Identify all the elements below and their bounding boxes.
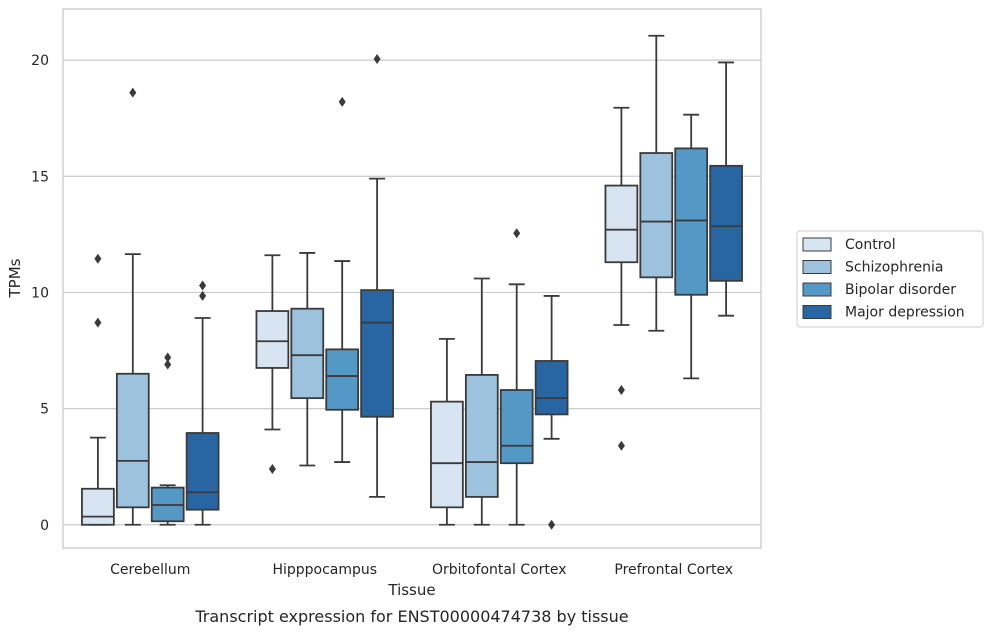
box-body bbox=[115, 372, 150, 509]
outlier-point bbox=[94, 253, 102, 264]
outlier-point bbox=[548, 519, 556, 530]
outlier-point bbox=[199, 290, 207, 301]
box-body bbox=[709, 164, 743, 282]
box-body bbox=[534, 360, 569, 416]
plot-frame bbox=[62, 8, 762, 549]
box-control bbox=[81, 253, 115, 526]
legend-swatch bbox=[802, 237, 832, 252]
x-tick-label: Prefrontal Cortex bbox=[614, 562, 733, 578]
box-body bbox=[255, 310, 290, 369]
outlier-point bbox=[373, 53, 381, 64]
legend-swatch bbox=[802, 260, 832, 274]
x-axis-ticks: Cerebellum Hipppocampus Orbitofontal Corte… bbox=[110, 562, 733, 578]
y-tick-label: 0 bbox=[40, 518, 49, 534]
outlier-point bbox=[617, 440, 625, 451]
gridlines bbox=[63, 59, 761, 526]
legend-label: Bipolar disorder bbox=[845, 282, 956, 298]
box-body bbox=[499, 389, 534, 465]
outlier-point bbox=[129, 87, 137, 98]
box-bipolar-disorder bbox=[674, 113, 709, 380]
box-bipolar-disorder bbox=[150, 352, 185, 526]
legend-swatch bbox=[802, 282, 832, 297]
legend-label: Schizophrenia bbox=[845, 260, 943, 276]
y-tick-label: 20 bbox=[31, 53, 49, 69]
y-tick-label: 5 bbox=[40, 402, 49, 418]
x-tick-label: Hipppocampus bbox=[272, 562, 377, 578]
box-major-depression bbox=[534, 295, 569, 530]
box-body bbox=[290, 307, 325, 400]
outlier-point bbox=[268, 464, 276, 475]
outlier-point bbox=[199, 280, 207, 291]
box-control bbox=[604, 106, 639, 451]
chart-caption: Transcript expression for ENST0000047473… bbox=[194, 607, 628, 626]
box-body bbox=[325, 348, 360, 411]
box-control bbox=[430, 338, 464, 526]
box-control bbox=[255, 254, 290, 475]
box-body bbox=[674, 147, 709, 296]
box-body bbox=[185, 432, 220, 511]
box-schizophrenia bbox=[290, 252, 325, 467]
legend-label: Major depression bbox=[845, 305, 965, 321]
y-axis-ticks: 0 5 10 15 20 bbox=[31, 53, 49, 534]
legend-swatch bbox=[802, 305, 832, 319]
box-groups bbox=[81, 34, 743, 530]
y-tick-label: 10 bbox=[31, 285, 49, 301]
box-body bbox=[604, 184, 639, 264]
x-tick-label: Cerebellum bbox=[110, 562, 190, 578]
box-bipolar-disorder bbox=[499, 228, 534, 526]
outlier-point bbox=[617, 385, 625, 396]
x-axis-label: Tissue bbox=[387, 581, 435, 599]
box-major-depression bbox=[360, 53, 394, 498]
legend: Control Schizophrenia Bipolar disorder Majo… bbox=[796, 230, 984, 328]
box-schizophrenia bbox=[464, 277, 499, 526]
outlier-point bbox=[164, 359, 172, 370]
plot-background bbox=[63, 9, 761, 548]
box-body bbox=[639, 152, 674, 279]
box-body bbox=[81, 487, 115, 526]
box-body bbox=[464, 374, 499, 498]
legend-label: Control bbox=[845, 237, 896, 253]
outlier-point bbox=[338, 96, 346, 107]
legend-frame bbox=[796, 230, 984, 328]
box-major-depression bbox=[185, 280, 220, 526]
y-tick-label: 15 bbox=[31, 169, 49, 185]
x-tick-label: Orbitofontal Cortex bbox=[432, 562, 567, 578]
box-major-depression bbox=[709, 61, 743, 317]
box-body bbox=[430, 400, 464, 509]
box-bipolar-disorder bbox=[325, 96, 360, 463]
outlier-point bbox=[94, 317, 102, 328]
y-axis-label: TPMs bbox=[6, 258, 24, 298]
box-schizophrenia bbox=[115, 87, 150, 526]
outlier-point bbox=[513, 228, 521, 239]
box-body bbox=[360, 289, 394, 418]
box-schizophrenia bbox=[639, 34, 674, 332]
outlier-point bbox=[164, 352, 172, 363]
